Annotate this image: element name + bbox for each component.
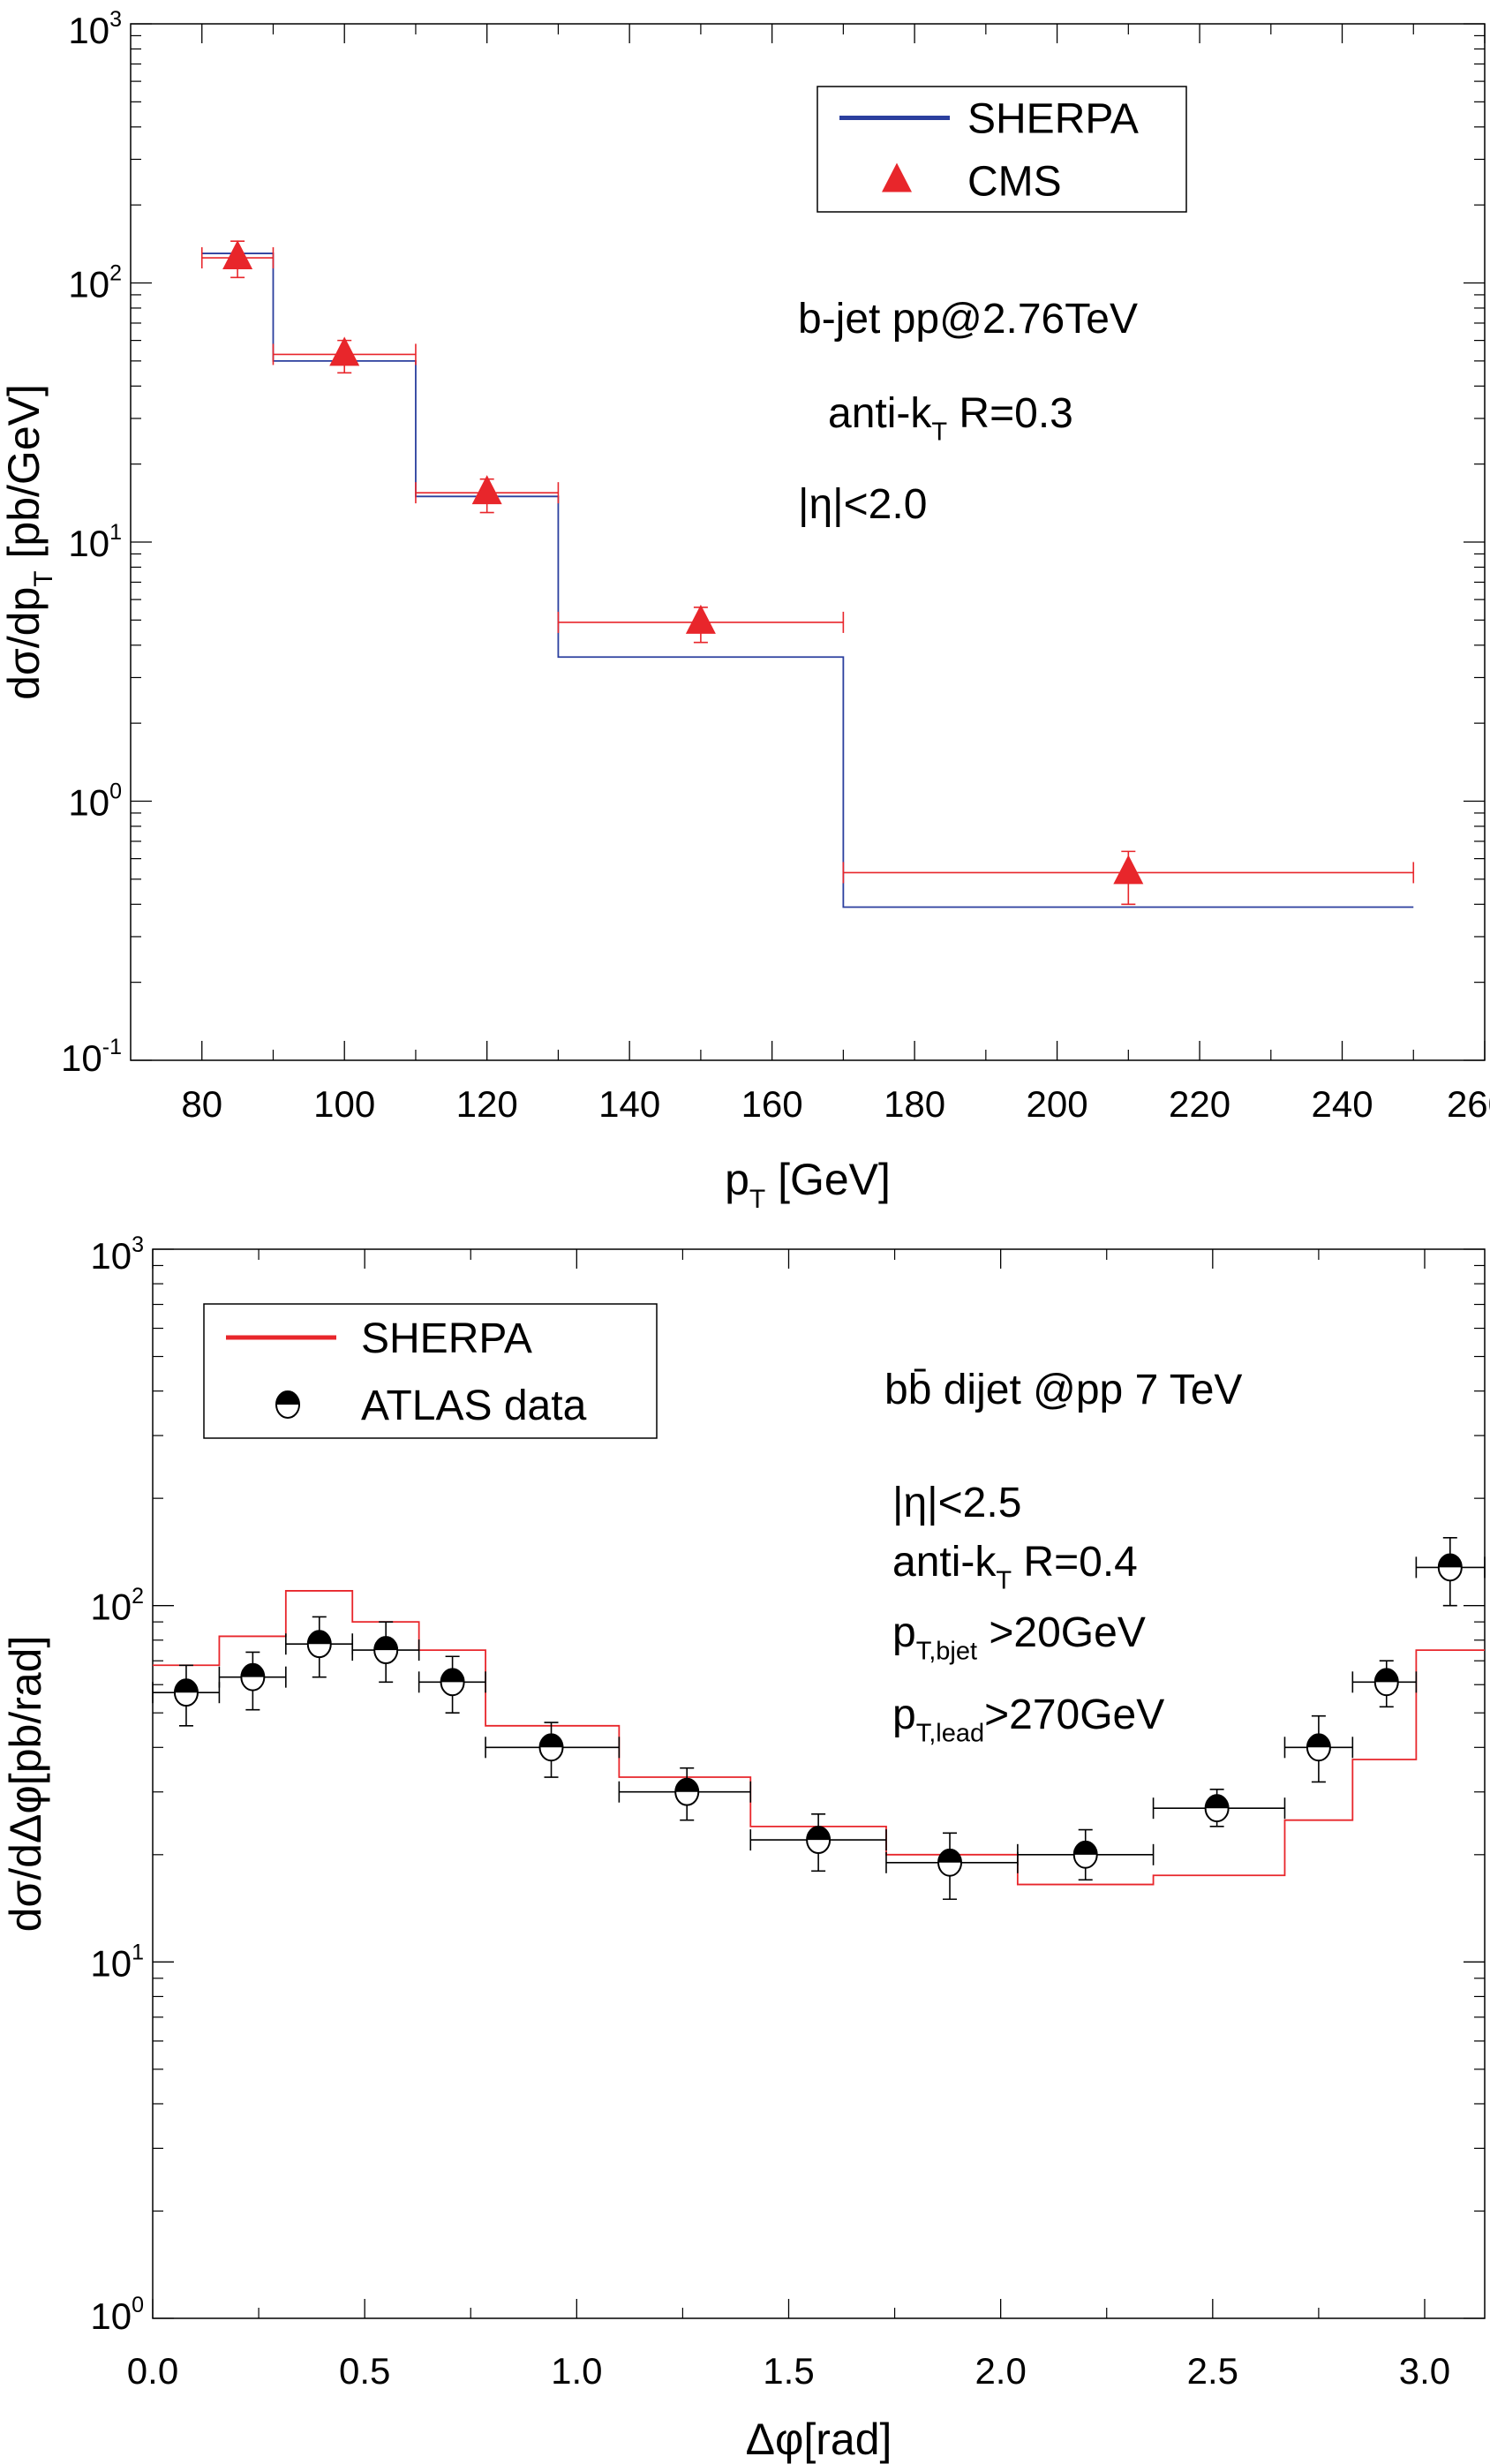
circle-marker-fill (276, 1391, 299, 1405)
x-tick-label: 3.0 (1399, 2350, 1450, 2392)
annotation: pT,lead>270GeV (892, 1692, 1164, 1747)
data-point (1152, 1789, 1286, 1827)
circle-marker-fill (174, 1679, 198, 1693)
data-point (418, 1655, 486, 1714)
y-axis-label: dσ/dΔφ[pb/rad] (1, 1636, 50, 1933)
x-tick-label: 160 (741, 1083, 803, 1125)
annotation: |η|<2.0 (798, 481, 927, 528)
data-point (415, 475, 560, 514)
y-tick-label: 101 (90, 1940, 144, 1984)
x-axis-label: Δφ[rad] (746, 2415, 892, 2464)
circle-marker-fill (1374, 1669, 1398, 1683)
chart-1: 10-1 100 101 102 103 80 100 120 140 160 180 200 220 2… (0, 7, 1490, 1214)
circle-marker-fill (241, 1663, 265, 1677)
y-tick-label: 100 (90, 2293, 144, 2337)
data-point (885, 1832, 1019, 1901)
y-axis-label: dσ/dpT [pb/GeV] (0, 384, 58, 700)
x-tick-label: 1.0 (551, 2350, 602, 2392)
data-point (218, 1651, 287, 1711)
data-point (842, 850, 1415, 906)
plot-frame (152, 1248, 1486, 2319)
annotation: b-jet pp@2.76TeV (798, 296, 1138, 343)
data-point (1415, 1537, 1486, 1607)
y-tick-label: 103 (90, 1232, 144, 1277)
x-tick-label: 120 (456, 1083, 518, 1125)
y-tick-label: 103 (68, 7, 122, 51)
data-point (485, 1722, 621, 1778)
data-point (749, 1813, 887, 1872)
y-tick-label: 100 (68, 780, 122, 824)
y-tick-label: 102 (68, 261, 122, 305)
data-point (285, 1616, 354, 1678)
legend-label: ATLAS data (361, 1383, 587, 1429)
circle-marker-fill (807, 1827, 831, 1841)
x-tick-label: 1.5 (763, 2350, 814, 2392)
x-tick-label: 180 (884, 1083, 945, 1125)
circle-marker-fill (1205, 1795, 1229, 1809)
x-tick-label: 0.5 (339, 2350, 390, 2392)
annotation: bb̄ dijet @pp 7 TeV (884, 1367, 1242, 1413)
legend-label: SHERPA (967, 96, 1139, 143)
legend-label: CMS (967, 159, 1062, 206)
triangle-marker (882, 162, 912, 192)
x-tick-label: 140 (598, 1083, 660, 1125)
data-point (1283, 1714, 1354, 1783)
x-tick-label: 260 (1447, 1083, 1490, 1125)
data-point (152, 1664, 221, 1727)
legend-label: SHERPA (361, 1315, 532, 1362)
circle-marker-fill (440, 1669, 464, 1683)
annotation: anti-kT R=0.3 (828, 390, 1073, 446)
circle-marker-fill (374, 1637, 398, 1651)
legend: SHERPA ATLAS data (203, 1303, 658, 1439)
triangle-marker (329, 336, 360, 366)
chart-2: 100 101 102 103 0.0 0.5 1.0 1.5 2.0 2.5 3.0 Δφ[rad]… (1, 1232, 1486, 2464)
plot-frame (130, 23, 1486, 1061)
data-point (200, 240, 275, 279)
circle-marker-fill (938, 1849, 962, 1863)
data-point (618, 1767, 752, 1821)
x-axis-label: pT [GeV] (725, 1155, 891, 1214)
circle-marker-fill (539, 1734, 563, 1748)
data-point (272, 336, 417, 374)
legend-box (203, 1303, 658, 1439)
x-tick-label: 80 (181, 1083, 222, 1125)
data-point (557, 604, 845, 644)
data-point (351, 1621, 420, 1684)
circle-marker-fill (307, 1631, 331, 1645)
y-tick-label: 102 (90, 1584, 144, 1628)
annotation: pT,bjet >20GeV (892, 1609, 1146, 1665)
legend-box (816, 86, 1187, 213)
y-tick-label: 10-1 (61, 1035, 122, 1079)
x-tick-label: 2.0 (975, 2350, 1026, 2392)
y-tick-label: 101 (68, 520, 122, 564)
triangle-marker (222, 240, 253, 270)
x-tick-label: 220 (1169, 1083, 1230, 1125)
x-tick-label: 240 (1311, 1083, 1373, 1125)
circle-marker-fill (1438, 1554, 1462, 1568)
circle-marker-fill (675, 1778, 699, 1792)
data-point (1017, 1828, 1155, 1881)
triangle-marker (1113, 855, 1144, 885)
data-point (1351, 1660, 1418, 1708)
legend: SHERPA CMS (816, 86, 1187, 213)
circle-marker-fill (1073, 1841, 1097, 1855)
x-tick-label: 100 (313, 1083, 375, 1125)
x-tick-label: 200 (1027, 1083, 1088, 1125)
annotation: anti-kT R=0.4 (892, 1539, 1138, 1594)
x-tick-label: 2.5 (1187, 2350, 1238, 2392)
triangle-marker (471, 475, 502, 505)
sherpa-step-line (201, 252, 1414, 908)
triangle-marker (685, 604, 716, 634)
annotation: |η|<2.5 (892, 1480, 1021, 1526)
x-tick-label: 0.0 (127, 2350, 178, 2392)
circle-marker-fill (1306, 1734, 1330, 1748)
